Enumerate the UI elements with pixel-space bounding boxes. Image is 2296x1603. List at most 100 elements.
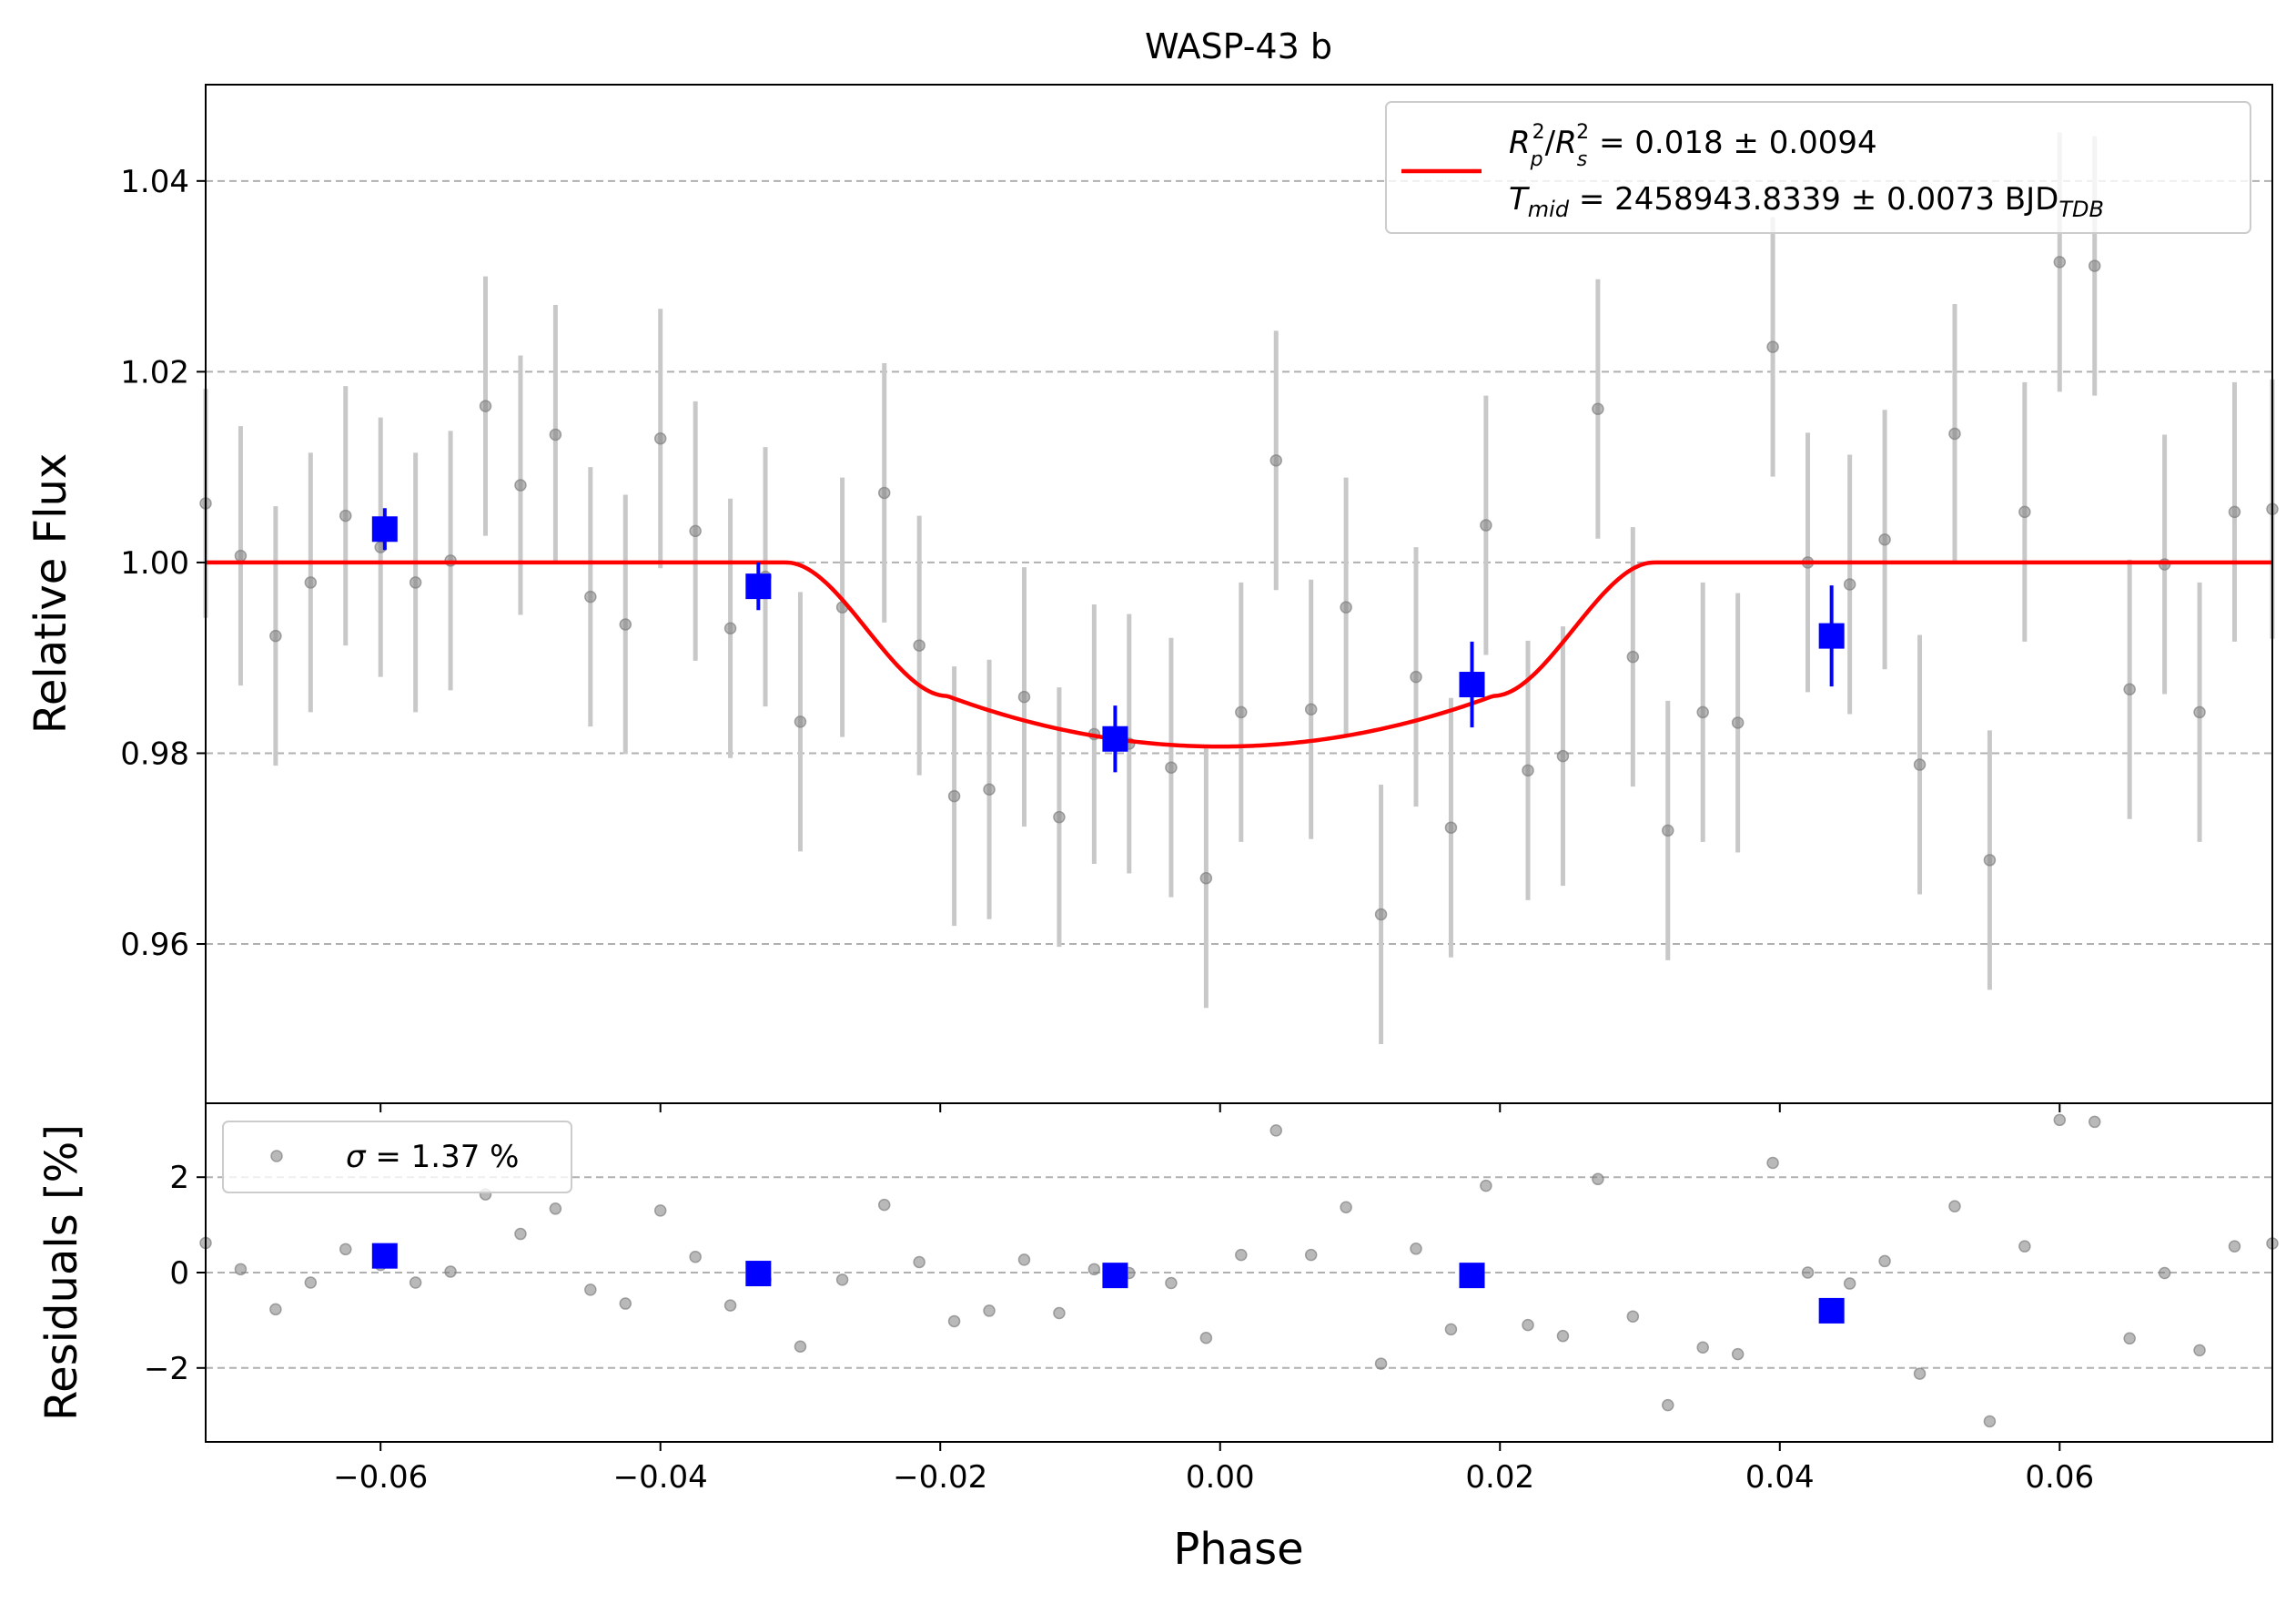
- flux-data-point: [2123, 683, 2136, 696]
- legend-radius-ratio: Rp2/Rs2 = 0.018 ± 0.0094: [1509, 121, 1877, 171]
- flux-error-bars: [203, 132, 2275, 1045]
- residual-data-point: [2158, 1266, 2171, 1280]
- residual-binned-point: [371, 1243, 398, 1269]
- flux-data-point: [1948, 427, 1961, 441]
- flux-data-point: [1766, 340, 1779, 353]
- residuals-y-axis-label: Residuals [%]: [36, 1124, 87, 1421]
- flux-binned-point: [745, 573, 772, 600]
- flux-data-point: [653, 431, 667, 445]
- flux-data-point: [2018, 505, 2031, 519]
- flux-data-point: [619, 618, 632, 631]
- residual-data-point: [2018, 1240, 2031, 1253]
- residual-data-point: [1410, 1243, 1422, 1255]
- flux-y-tick-label: 1.02: [120, 354, 189, 391]
- flux-data-point: [1843, 578, 1856, 591]
- residual-data-point: [584, 1283, 597, 1296]
- flux-y-ticks: 0.96 0.98 1.00 1.02 1.04: [120, 164, 206, 963]
- residual-data-point: [689, 1250, 702, 1263]
- residual-data-point: [1522, 1318, 1534, 1332]
- residual-data-point: [913, 1255, 925, 1269]
- flux-data-points: [199, 256, 2279, 921]
- flux-panel: 0.96 0.98 1.00 1.02 1.04 Relative Flux Rp2/R…: [25, 84, 2279, 1112]
- x-tick-label: 0.06: [2025, 1459, 2094, 1496]
- flux-data-point: [304, 576, 318, 589]
- x-tick-label: −0.06: [333, 1459, 428, 1496]
- flux-data-point: [514, 479, 527, 492]
- x-tick-label: −0.02: [893, 1459, 987, 1496]
- residuals-y-tick-label: 2: [169, 1160, 189, 1196]
- residual-binned-point: [745, 1261, 772, 1287]
- flux-data-point: [409, 576, 422, 589]
- residual-data-point: [947, 1314, 961, 1328]
- residual-data-point: [619, 1297, 632, 1310]
- flux-binned-point: [1459, 672, 1485, 698]
- residuals-y-tick-label: −2: [144, 1351, 189, 1387]
- flux-data-point: [1626, 650, 1640, 664]
- x-tick-label: 0.04: [1745, 1459, 1815, 1496]
- flux-data-point: [1340, 601, 1352, 614]
- flux-data-point: [1878, 533, 1891, 546]
- residual-data-point: [1913, 1367, 1927, 1380]
- residual-data-point: [877, 1198, 891, 1212]
- residual-data-point: [1087, 1263, 1101, 1276]
- flux-data-point: [1235, 705, 1248, 719]
- residual-data-point: [1480, 1179, 1492, 1192]
- residual-data-point: [1269, 1124, 1282, 1137]
- residual-data-point: [1801, 1266, 1815, 1279]
- x-axis-label: Phase: [1173, 1524, 1303, 1575]
- residuals-binned-points: [371, 1243, 1845, 1324]
- flux-data-point: [1374, 908, 1388, 921]
- flux-data-point: [1983, 854, 1997, 867]
- x-tick-label: −0.04: [613, 1459, 708, 1496]
- flux-data-point: [947, 789, 961, 803]
- flux-data-point: [877, 486, 891, 500]
- flux-data-point: [1662, 824, 1674, 837]
- residual-data-point: [234, 1263, 248, 1276]
- residual-data-point: [1556, 1329, 1570, 1343]
- residual-binned-point: [1102, 1263, 1128, 1289]
- flux-y-tick-label: 0.98: [120, 736, 189, 772]
- flux-data-point: [549, 428, 562, 441]
- residual-data-point: [1165, 1276, 1178, 1290]
- flux-y-tick-label: 1.00: [120, 545, 189, 582]
- flux-data-point: [1165, 761, 1178, 774]
- flux-data-point: [1199, 871, 1213, 885]
- residual-data-point: [1662, 1398, 1674, 1412]
- flux-legend-box: [1385, 101, 2251, 234]
- flux-data-point: [1017, 690, 1031, 704]
- residual-data-point: [1374, 1357, 1388, 1370]
- residuals-grid: [206, 1176, 2272, 1369]
- flux-data-point: [723, 622, 737, 634]
- flux-data-point: [1731, 716, 1745, 729]
- residual-data-point: [549, 1202, 562, 1215]
- flux-data-point: [2228, 505, 2241, 519]
- residual-data-point: [1878, 1254, 1891, 1268]
- flux-data-point: [689, 524, 702, 538]
- residual-data-point: [2053, 1113, 2067, 1127]
- flux-data-point: [1480, 519, 1492, 532]
- residual-data-point: [409, 1276, 422, 1289]
- residual-data-point: [2193, 1344, 2206, 1357]
- residual-data-point: [1235, 1248, 1248, 1262]
- flux-data-point: [269, 629, 282, 643]
- residual-binned-point: [1818, 1297, 1845, 1324]
- residuals-legend-box: [222, 1121, 572, 1193]
- flux-y-tick-label: 0.96: [120, 927, 189, 963]
- residual-data-point: [794, 1340, 807, 1353]
- flux-y-axis-label: Relative Flux: [25, 453, 76, 735]
- residual-data-point: [2088, 1115, 2101, 1129]
- flux-data-point: [1410, 670, 1422, 684]
- residual-data-point: [1983, 1415, 1997, 1428]
- residual-data-point: [1626, 1310, 1640, 1323]
- flux-data-point: [1053, 810, 1066, 824]
- residuals-y-ticks: −2 0 2: [144, 1160, 206, 1387]
- flux-data-point: [1522, 764, 1534, 777]
- residual-data-point: [1731, 1347, 1745, 1361]
- residual-data-point: [983, 1304, 996, 1317]
- flux-y-tick-label: 1.04: [120, 164, 189, 200]
- flux-data-point: [479, 400, 492, 412]
- residuals-legend-marker: [270, 1150, 283, 1162]
- legend-mid-transit-time: Tmid = 2458943.8339 ± 0.0073 BJDTDB: [1509, 181, 2104, 222]
- residuals-legend-label: σ = 1.37 %: [346, 1139, 519, 1175]
